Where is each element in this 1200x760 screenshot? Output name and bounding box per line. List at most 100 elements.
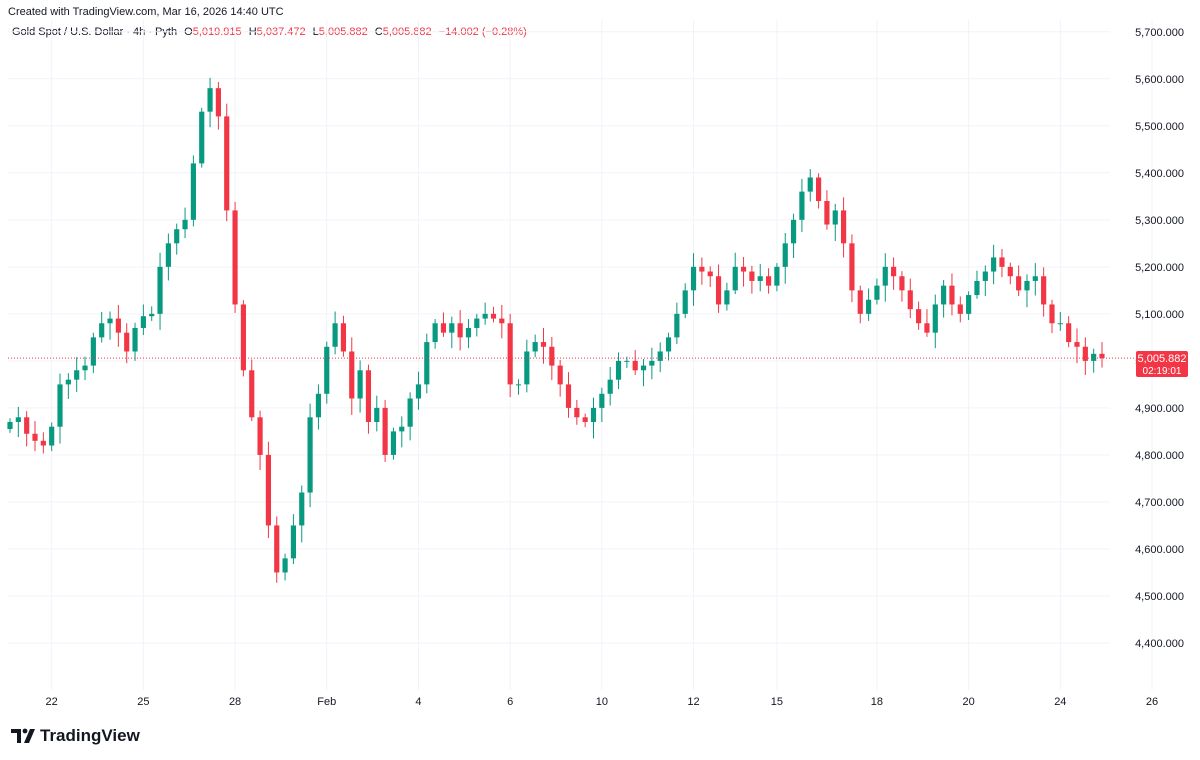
candle-body bbox=[832, 210, 838, 225]
y-tick-label: 4,500.000 bbox=[1135, 591, 1184, 603]
candle-body bbox=[424, 342, 430, 385]
candle-body bbox=[932, 304, 938, 333]
candle-body bbox=[349, 351, 355, 399]
x-tick-label: 10 bbox=[596, 696, 608, 708]
candle-body bbox=[599, 393, 605, 408]
price-badge: 5,005.882 02:19:01 bbox=[1136, 351, 1188, 377]
candle-body bbox=[749, 271, 755, 281]
x-tick-label: 15 bbox=[771, 696, 783, 708]
candle-body bbox=[649, 360, 655, 366]
candle-body bbox=[382, 407, 388, 455]
candle-body bbox=[807, 177, 813, 192]
candle-body bbox=[390, 431, 397, 455]
candle-body bbox=[107, 318, 113, 324]
candle-body bbox=[1099, 353, 1105, 359]
candle-body bbox=[507, 323, 513, 385]
candle-body bbox=[674, 313, 680, 338]
candle-body bbox=[891, 266, 897, 277]
chart-grid bbox=[8, 20, 1153, 690]
candle-body bbox=[407, 398, 413, 427]
candle-body bbox=[332, 323, 338, 347]
candle-body bbox=[640, 365, 647, 371]
candle-body bbox=[1091, 353, 1097, 361]
x-tick-label: 4 bbox=[415, 696, 421, 708]
candle-body bbox=[615, 360, 622, 380]
x-tick-label: 22 bbox=[46, 696, 58, 708]
candle-body bbox=[1057, 323, 1063, 325]
candle-body bbox=[90, 337, 96, 366]
candle-body bbox=[482, 313, 488, 319]
candles-layer bbox=[7, 77, 1105, 583]
y-tick-label: 5,100.000 bbox=[1135, 309, 1184, 321]
candle-body bbox=[432, 323, 438, 343]
candle-body bbox=[157, 266, 163, 314]
candle-body bbox=[499, 318, 505, 324]
candle-body bbox=[490, 313, 497, 319]
candle-body bbox=[174, 229, 180, 244]
candle-body bbox=[966, 295, 972, 314]
price-badge-countdown: 02:19:01 bbox=[1143, 366, 1182, 377]
candle-body bbox=[1024, 280, 1030, 291]
candle-body bbox=[399, 426, 405, 432]
candle-body bbox=[32, 433, 38, 441]
y-tick-label: 5,200.000 bbox=[1135, 262, 1184, 274]
x-tick-label: 25 bbox=[137, 696, 149, 708]
candle-body bbox=[124, 332, 130, 352]
candle-body bbox=[724, 290, 730, 305]
candle-body bbox=[574, 407, 580, 418]
candle-body bbox=[240, 304, 246, 371]
x-tick-label: 12 bbox=[687, 696, 699, 708]
candle-body bbox=[365, 370, 372, 422]
symbol-header: Gold Spot / U.S. Dollar · 4h · Pyth O5,0… bbox=[12, 26, 527, 38]
candle-body bbox=[290, 525, 297, 559]
tradingview-logo[interactable]: TradingView bbox=[10, 726, 140, 746]
candle-body bbox=[882, 266, 888, 286]
candle-body bbox=[582, 417, 588, 422]
candle-body bbox=[549, 346, 555, 366]
x-tick-label: 28 bbox=[229, 696, 241, 708]
candle-body bbox=[782, 243, 788, 267]
candle-body bbox=[149, 313, 155, 317]
candle-body bbox=[515, 384, 522, 386]
x-tick-label: 24 bbox=[1054, 696, 1066, 708]
candle-body bbox=[132, 327, 138, 352]
candle-body bbox=[907, 290, 913, 310]
candle-body bbox=[849, 243, 855, 291]
created-with-line: Created with TradingView.com, Mar 16, 20… bbox=[8, 6, 284, 18]
candle-body bbox=[1082, 346, 1088, 361]
price-axis: 4,400.000 4,500.000 4,600.000 4,700.000 4,80… bbox=[1135, 27, 1184, 650]
candle-body bbox=[7, 422, 13, 430]
candle-body bbox=[632, 360, 638, 371]
candle-body bbox=[232, 210, 238, 305]
x-tick-label: Feb bbox=[317, 696, 336, 708]
candle-body bbox=[607, 379, 613, 394]
candle-body bbox=[941, 285, 947, 305]
candle-body bbox=[99, 323, 105, 338]
candle-body bbox=[224, 116, 230, 211]
candle-body bbox=[257, 417, 263, 455]
candle-body bbox=[665, 337, 672, 352]
candle-body bbox=[190, 163, 196, 220]
candle-body bbox=[274, 525, 280, 573]
candle-body bbox=[866, 299, 872, 314]
y-tick-label: 5,500.000 bbox=[1135, 121, 1184, 133]
candle-body bbox=[857, 290, 863, 314]
candle-body bbox=[340, 323, 347, 352]
x-tick-label: 18 bbox=[871, 696, 883, 708]
candle-body bbox=[982, 271, 988, 281]
candle-body bbox=[374, 407, 380, 422]
candle-body bbox=[474, 318, 480, 328]
candle-body bbox=[774, 266, 780, 286]
y-tick-label: 4,600.000 bbox=[1135, 544, 1184, 556]
y-tick-label: 4,800.000 bbox=[1135, 450, 1184, 462]
candle-body bbox=[115, 318, 121, 333]
candle-body bbox=[707, 271, 713, 277]
candle-body bbox=[790, 219, 797, 244]
candle-body bbox=[1016, 276, 1022, 291]
tradingview-logo-icon bbox=[11, 728, 35, 743]
candle-body bbox=[165, 243, 171, 267]
candle-body bbox=[991, 257, 997, 272]
candle-body bbox=[532, 342, 538, 352]
candle-body bbox=[15, 417, 21, 422]
